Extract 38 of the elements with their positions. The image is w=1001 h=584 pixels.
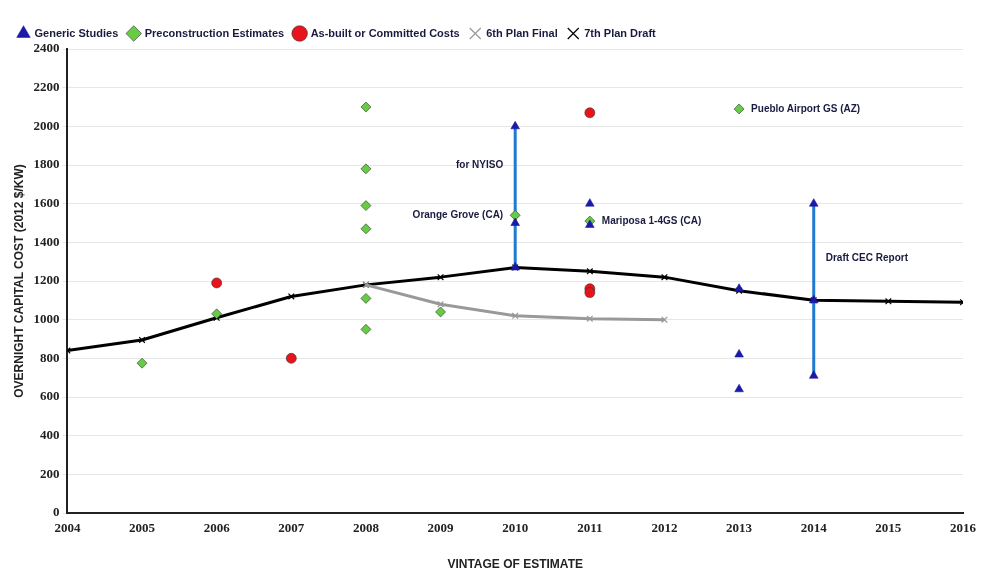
x-tick-label: 2005 bbox=[129, 520, 156, 536]
x-tick-label: 2013 bbox=[726, 520, 753, 536]
x-tick-label: 2016 bbox=[950, 520, 977, 536]
x-tick-label: 2009 bbox=[427, 520, 455, 536]
legend-label: 7th Plan Draft bbox=[584, 26, 657, 39]
x-tick-label: 2011 bbox=[577, 520, 603, 536]
annotation: Draft CEC Report bbox=[825, 251, 909, 263]
y-tick-label: 2400 bbox=[33, 40, 60, 56]
x-tick-label: 2010 bbox=[502, 520, 529, 536]
x-tick-label: 2007 bbox=[278, 520, 305, 536]
x-tick-label: 2012 bbox=[651, 520, 678, 536]
x-tick-label: 2006 bbox=[203, 520, 231, 536]
y-tick-label: 2000 bbox=[33, 117, 60, 133]
y-tick-label: 1000 bbox=[33, 311, 60, 327]
y-tick-label: 1800 bbox=[33, 156, 60, 172]
y-tick-label: 2200 bbox=[33, 79, 60, 95]
annotation: Orange Grove (CA) bbox=[412, 209, 504, 221]
x-tick-label: 2008 bbox=[352, 520, 380, 536]
annotation: Pueblo Airport GS (AZ) bbox=[751, 102, 861, 114]
y-axis-title: OVERNIGHT CAPITAL COST (2012 $/KW) bbox=[11, 164, 26, 398]
y-tick-label: 800 bbox=[39, 349, 60, 365]
x-axis-title: VINTAGE OF ESTIMATE bbox=[447, 557, 583, 572]
annotation: Mariposa 1-4GS (CA) bbox=[601, 214, 702, 226]
y-tick-label: 600 bbox=[39, 388, 60, 404]
y-tick-label: 1200 bbox=[33, 272, 60, 288]
x-tick-label: 2015 bbox=[875, 520, 902, 536]
y-tick-label: 1600 bbox=[33, 195, 60, 211]
y-tick-label: 400 bbox=[39, 427, 60, 443]
legend-label: Generic Studies bbox=[34, 26, 119, 39]
legend-label: As-built or Committed Costs bbox=[310, 26, 460, 39]
y-tick-label: 1400 bbox=[33, 233, 60, 249]
legend-label: 6th Plan Final bbox=[486, 26, 558, 39]
annotation: for NYISO bbox=[455, 158, 504, 170]
y-tick-label: 200 bbox=[39, 465, 60, 481]
x-tick-label: 2004 bbox=[54, 520, 81, 536]
x-tick-label: 2014 bbox=[800, 520, 828, 536]
legend-label: Preconstruction Estimates bbox=[144, 26, 285, 39]
y-tick-label: 0 bbox=[52, 504, 60, 520]
